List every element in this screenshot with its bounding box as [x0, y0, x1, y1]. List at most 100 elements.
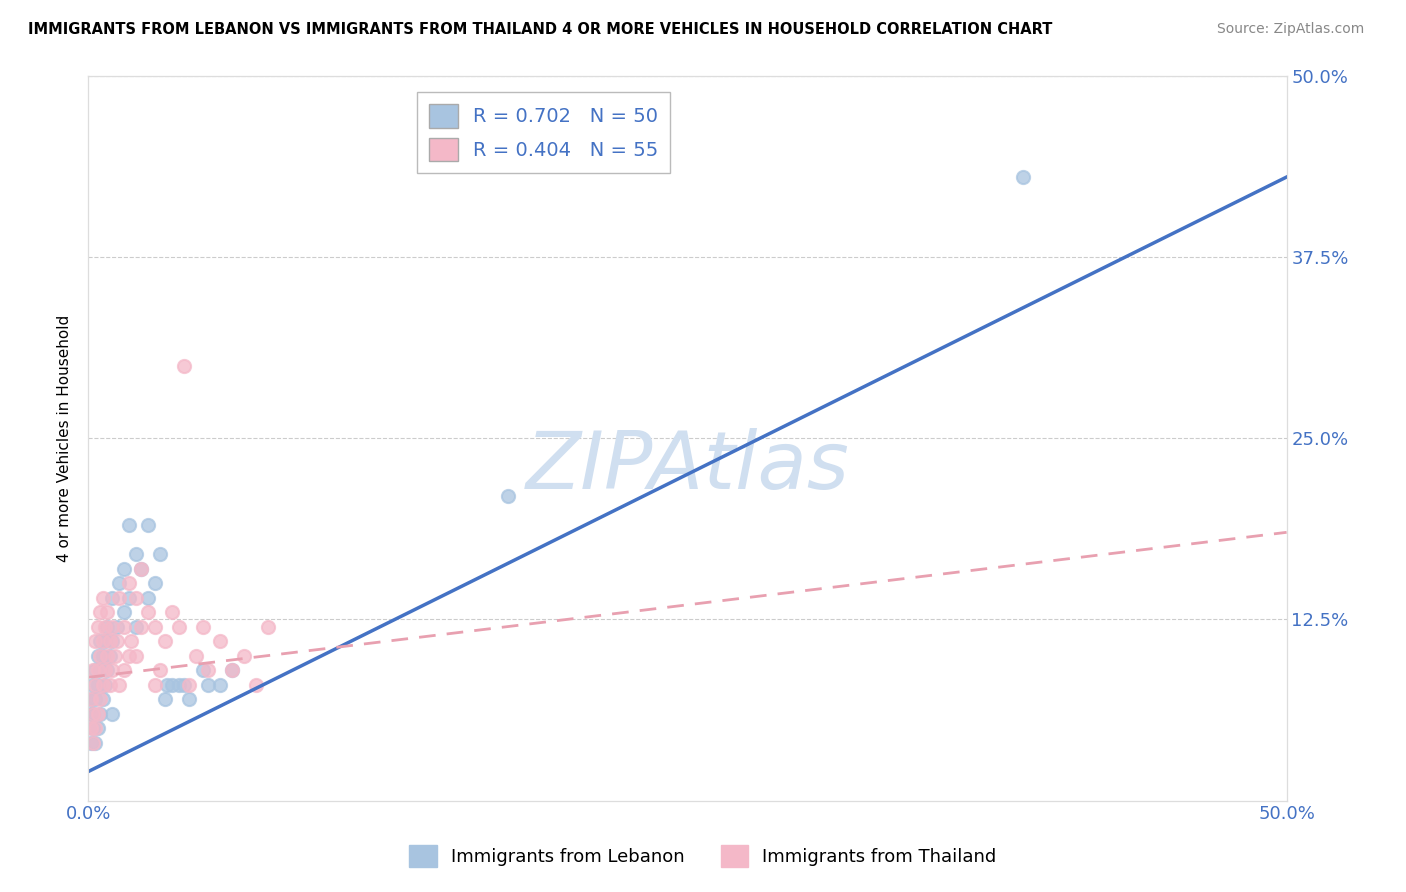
- Point: [87, 706, 110, 721]
- Point: [84, 721, 107, 735]
- Point: [87, 648, 110, 663]
- Point: [91, 677, 114, 691]
- Point: [108, 591, 131, 605]
- Point: [233, 648, 256, 663]
- Point: [125, 591, 148, 605]
- Point: [257, 619, 280, 633]
- Point: [82, 677, 104, 691]
- Point: [98, 677, 121, 691]
- Point: [89, 706, 111, 721]
- Point: [167, 677, 190, 691]
- Point: [112, 619, 135, 633]
- Point: [118, 576, 141, 591]
- Point: [105, 634, 128, 648]
- Point: [94, 677, 117, 691]
- Point: [136, 605, 159, 619]
- Point: [82, 721, 104, 735]
- Point: [184, 648, 207, 663]
- Point: [87, 677, 110, 691]
- Text: ZIPAtlas: ZIPAtlas: [526, 428, 849, 506]
- Point: [96, 663, 118, 677]
- Point: [91, 591, 114, 605]
- Point: [193, 663, 215, 677]
- Point: [221, 663, 243, 677]
- Point: [112, 605, 135, 619]
- Point: [89, 663, 111, 677]
- Point: [82, 736, 104, 750]
- Point: [125, 619, 148, 633]
- Point: [1012, 169, 1035, 184]
- Point: [193, 619, 215, 633]
- Legend: R = 0.702   N = 50, R = 0.404   N = 55: R = 0.702 N = 50, R = 0.404 N = 55: [418, 93, 671, 173]
- Point: [94, 634, 117, 648]
- Point: [89, 634, 111, 648]
- Point: [89, 648, 111, 663]
- Point: [101, 591, 124, 605]
- Point: [153, 634, 176, 648]
- Point: [197, 663, 219, 677]
- Point: [143, 576, 166, 591]
- Point: [79, 706, 101, 721]
- Point: [125, 648, 148, 663]
- Point: [82, 706, 104, 721]
- Point: [156, 677, 179, 691]
- Point: [82, 706, 104, 721]
- Point: [153, 692, 176, 706]
- Point: [108, 576, 131, 591]
- Point: [118, 648, 141, 663]
- Point: [79, 692, 101, 706]
- Point: [87, 619, 110, 633]
- Point: [208, 634, 231, 648]
- Point: [82, 663, 104, 677]
- Point: [96, 619, 118, 633]
- Point: [91, 692, 114, 706]
- Point: [125, 547, 148, 561]
- Point: [197, 677, 219, 691]
- Point: [149, 547, 172, 561]
- Point: [87, 721, 110, 735]
- Text: Source: ZipAtlas.com: Source: ZipAtlas.com: [1216, 22, 1364, 37]
- Point: [173, 359, 195, 373]
- Point: [129, 561, 152, 575]
- Point: [101, 619, 124, 633]
- Point: [160, 605, 183, 619]
- Point: [89, 605, 111, 619]
- Point: [79, 736, 101, 750]
- Point: [98, 634, 121, 648]
- Y-axis label: 4 or more Vehicles in Household: 4 or more Vehicles in Household: [58, 315, 72, 562]
- Point: [101, 663, 124, 677]
- Point: [79, 721, 101, 735]
- Point: [136, 591, 159, 605]
- Point: [160, 677, 183, 691]
- Point: [143, 677, 166, 691]
- Point: [101, 634, 124, 648]
- Point: [96, 605, 118, 619]
- Point: [129, 561, 152, 575]
- Point: [112, 663, 135, 677]
- Point: [84, 736, 107, 750]
- Point: [84, 634, 107, 648]
- Point: [173, 677, 195, 691]
- Point: [177, 677, 200, 691]
- Point: [103, 648, 125, 663]
- Point: [98, 648, 121, 663]
- Point: [177, 692, 200, 706]
- Point: [101, 706, 124, 721]
- Point: [94, 663, 117, 677]
- Point: [96, 648, 118, 663]
- Point: [118, 518, 141, 533]
- Point: [149, 663, 172, 677]
- Point: [91, 648, 114, 663]
- Point: [143, 619, 166, 633]
- Point: [87, 663, 110, 677]
- Point: [245, 677, 267, 691]
- Point: [84, 677, 107, 691]
- Legend: Immigrants from Lebanon, Immigrants from Thailand: Immigrants from Lebanon, Immigrants from…: [402, 838, 1004, 874]
- Point: [79, 692, 101, 706]
- Point: [84, 663, 107, 677]
- Point: [112, 561, 135, 575]
- Point: [91, 634, 114, 648]
- Point: [136, 518, 159, 533]
- Point: [221, 663, 243, 677]
- Point: [167, 619, 190, 633]
